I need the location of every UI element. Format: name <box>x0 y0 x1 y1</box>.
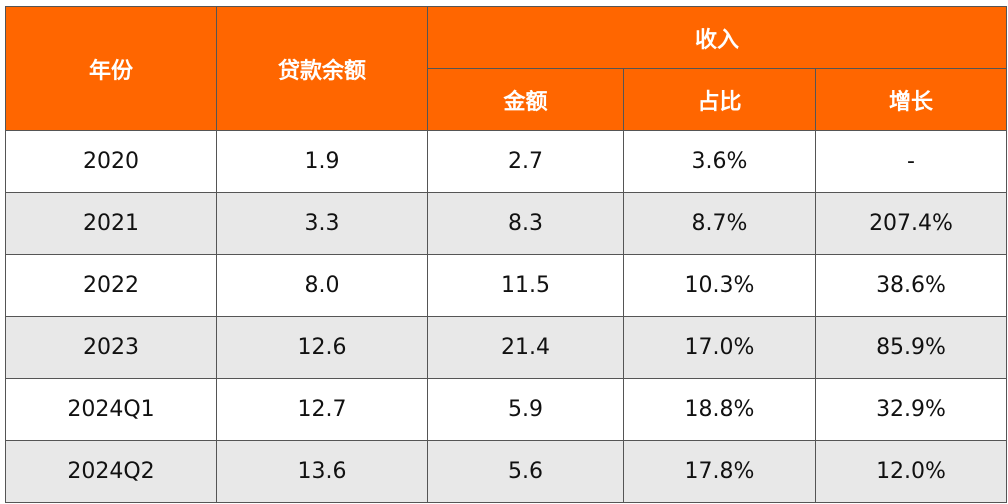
table-cell: 8.3 <box>427 192 624 255</box>
table-cell: 207.4% <box>814 192 1008 255</box>
header-cell: 增长 <box>814 68 1008 131</box>
table-cell: 12.0% <box>814 440 1008 503</box>
table-row: 2024Q2 13.6 5.6 17.8% 12.0% <box>5 440 1008 503</box>
table-cell: 85.9% <box>814 316 1008 379</box>
table-cell: 2020 <box>5 130 217 193</box>
table-cell: 2022 <box>5 254 217 317</box>
table-row: 2021 3.3 8.3 8.7% 207.4% <box>5 192 1008 255</box>
header-cell: 年份 <box>5 6 217 131</box>
header-cell: 占比 <box>623 68 816 131</box>
table-cell: 1.9 <box>216 130 428 193</box>
table-cell: 17.0% <box>623 316 816 379</box>
table-cell: 3.3 <box>216 192 428 255</box>
table-cell: 10.3% <box>623 254 816 317</box>
table-cell: 17.8% <box>623 440 816 503</box>
table-cell: 13.6 <box>216 440 428 503</box>
table-cell: 12.7 <box>216 378 428 441</box>
table-cell: 2021 <box>5 192 217 255</box>
table-row: 2023 12.6 21.4 17.0% 85.9% <box>5 316 1008 379</box>
table-row: 2020 1.9 2.7 3.6% - <box>5 130 1008 193</box>
table-row: 2024Q1 12.7 5.9 18.8% 32.9% <box>5 378 1008 441</box>
table-cell: 12.6 <box>216 316 428 379</box>
table-cell: - <box>814 130 1008 193</box>
table-cell: 8.0 <box>216 254 428 317</box>
data-table: 年份 贷款余额 收入 金额 占比 增长 2020 1.9 2.7 3.6% -2021 3… <box>5 6 1008 503</box>
header-cell: 贷款余额 <box>216 6 428 131</box>
table-row: 2022 8.0 11.5 10.3% 38.6% <box>5 254 1008 317</box>
header-cell: 金额 <box>427 68 624 131</box>
table-cell: 2.7 <box>427 130 624 193</box>
table-cell: 2023 <box>5 316 217 379</box>
table-cell: 21.4 <box>427 316 624 379</box>
table-cell: 2024Q1 <box>5 378 217 441</box>
table-cell: 32.9% <box>814 378 1008 441</box>
table-body: 2020 1.9 2.7 3.6% -2021 3.3 8.3 8.7% 207.4% 2022 8… <box>5 130 1008 503</box>
table-cell: 3.6% <box>623 130 816 193</box>
table-cell: 5.9 <box>427 378 624 441</box>
table-cell: 5.6 <box>427 440 624 503</box>
table-cell: 2024Q2 <box>5 440 217 503</box>
table-cell: 38.6% <box>814 254 1008 317</box>
header-cell: 收入 <box>426 6 1008 69</box>
table-cell: 11.5 <box>427 254 624 317</box>
table-cell: 8.7% <box>623 192 816 255</box>
table-cell: 18.8% <box>623 378 816 441</box>
